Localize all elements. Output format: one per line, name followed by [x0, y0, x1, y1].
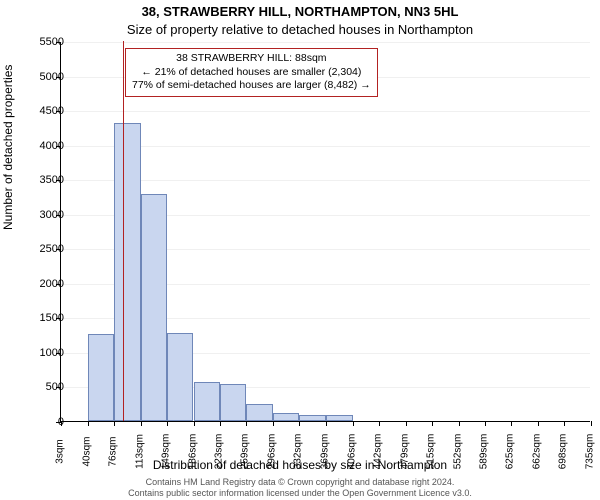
ytick-label: 3500	[24, 174, 64, 186]
property-marker-line	[123, 41, 124, 421]
xtick-mark	[511, 421, 512, 426]
histogram-bar	[273, 413, 299, 421]
xtick-label: 296sqm	[267, 434, 278, 470]
plot-area: 38 STRAWBERRY HILL: 88sqm ← 21% of detac…	[60, 42, 590, 422]
attribution-line2: Contains public sector information licen…	[0, 488, 600, 498]
histogram-bar	[194, 382, 221, 421]
ytick-label: 500	[24, 381, 64, 393]
histogram-bar	[114, 123, 141, 421]
ytick-label: 4000	[24, 140, 64, 152]
xtick-mark	[246, 421, 247, 426]
histogram-bar	[88, 334, 114, 421]
xtick-label: 259sqm	[240, 434, 251, 470]
ytick-label: 2000	[24, 278, 64, 290]
xtick-label: 149sqm	[160, 434, 171, 470]
xtick-label: 698sqm	[558, 434, 569, 470]
xtick-label: 186sqm	[187, 434, 198, 470]
attribution-line1: Contains HM Land Registry data © Crown c…	[0, 477, 600, 487]
xtick-mark	[379, 421, 380, 426]
xtick-mark	[353, 421, 354, 426]
xtick-label: 223sqm	[214, 434, 225, 470]
xtick-mark	[564, 421, 565, 426]
xtick-mark	[88, 421, 89, 426]
ytick-label: 5000	[24, 71, 64, 83]
ytick-label: 2500	[24, 243, 64, 255]
xtick-mark	[591, 421, 592, 426]
xtick-mark	[114, 421, 115, 426]
histogram-bar	[299, 415, 326, 421]
xtick-mark	[299, 421, 300, 426]
page-title-line1: 38, STRAWBERRY HILL, NORTHAMPTON, NN3 5H…	[0, 4, 600, 19]
xtick-label: 406sqm	[346, 434, 357, 470]
annotation-line3: 77% of semi-detached houses are larger (…	[132, 79, 371, 93]
chart-container: 38, STRAWBERRY HILL, NORTHAMPTON, NN3 5H…	[0, 0, 600, 500]
ytick-label: 1500	[24, 312, 64, 324]
gridline	[61, 111, 590, 112]
xtick-label: 735sqm	[585, 434, 596, 470]
ytick-label: 5500	[24, 36, 64, 48]
xtick-label: 3sqm	[55, 439, 66, 463]
annotation-line1: 38 STRAWBERRY HILL: 88sqm	[132, 52, 371, 66]
histogram-bar	[141, 194, 167, 421]
xtick-mark	[406, 421, 407, 426]
xtick-label: 515sqm	[425, 434, 436, 470]
xtick-label: 113sqm	[134, 434, 145, 469]
xtick-mark	[220, 421, 221, 426]
marker-annotation: 38 STRAWBERRY HILL: 88sqm ← 21% of detac…	[125, 48, 378, 97]
xtick-mark	[326, 421, 327, 426]
ytick-label: 3000	[24, 209, 64, 221]
xtick-label: 76sqm	[107, 436, 118, 466]
xtick-mark	[167, 421, 168, 426]
xtick-mark	[538, 421, 539, 426]
histogram-bar	[220, 384, 246, 421]
xtick-label: 662sqm	[532, 434, 543, 470]
ytick-label: 4500	[24, 105, 64, 117]
xtick-mark	[459, 421, 460, 426]
xtick-mark	[273, 421, 274, 426]
xtick-mark	[485, 421, 486, 426]
attribution: Contains HM Land Registry data © Crown c…	[0, 477, 600, 498]
annotation-line2: ← 21% of detached houses are smaller (2,…	[132, 66, 371, 80]
ytick-label: 1000	[24, 347, 64, 359]
histogram-bar	[167, 333, 194, 421]
xtick-label: 40sqm	[81, 436, 92, 466]
histogram-bar	[246, 404, 273, 421]
xtick-mark	[141, 421, 142, 426]
xtick-label: 369sqm	[320, 434, 331, 470]
xtick-mark	[194, 421, 195, 426]
xtick-label: 552sqm	[452, 434, 463, 470]
gridline	[61, 42, 590, 43]
page-title-line2: Size of property relative to detached ho…	[0, 22, 600, 37]
xtick-label: 442sqm	[372, 434, 383, 470]
xtick-label: 479sqm	[399, 434, 410, 470]
xtick-label: 589sqm	[479, 434, 490, 470]
xtick-label: 625sqm	[505, 434, 516, 470]
y-axis-label: Number of detached properties	[1, 65, 15, 230]
ytick-label: 0	[24, 416, 64, 428]
histogram-bar	[326, 415, 353, 421]
xtick-mark	[432, 421, 433, 426]
xtick-label: 332sqm	[293, 434, 304, 470]
